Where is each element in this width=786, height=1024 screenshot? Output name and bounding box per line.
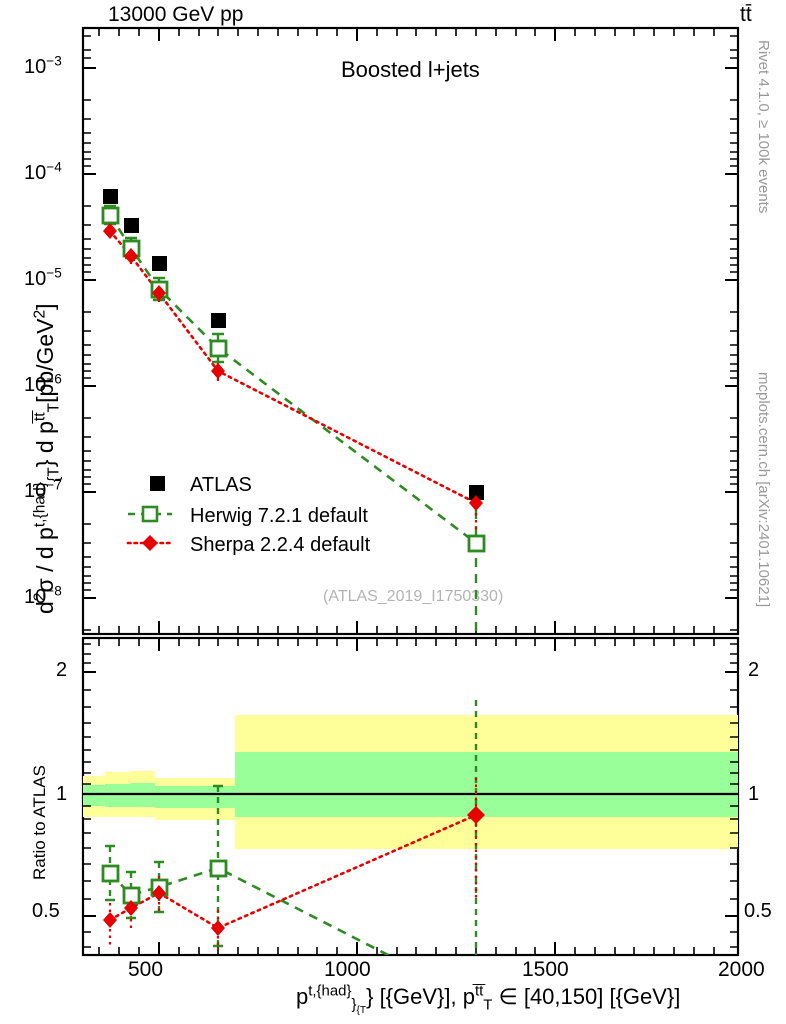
ytick-label: 10−8 [24,583,62,608]
band-inner [83,752,738,817]
ratio-errorbar-caps-herwig [105,784,223,948]
xaxis-label: pt,{had}}{T} [{GeV}], pt̅t̅T ∈ [40,150] … [296,982,681,1017]
ytick-label: 10−7 [24,477,62,502]
page-title: Boosted l+jets [341,57,480,82]
series-line-sherpa [108,229,478,505]
markers-sherpa [103,223,483,511]
ytick-label: 10−3 [24,53,62,78]
ytick-label: 10−6 [24,371,62,396]
main-xaxis-ticks [98,28,715,634]
analysis-id-watermark: (ATLAS_2019_I1750330) [323,588,504,605]
xaxis-label-text: pt,{had}}{T} [{GeV}], pt̅t̅T ∈ [40,150] … [296,982,681,1017]
legend-marker-herwig [128,505,172,523]
beam-energy-label: 13000 GeV pp [108,3,244,26]
ratio-ytick-label: 0.5 [32,900,60,922]
ratio-ytick-label-right: 2 [748,659,760,681]
legend-marker-sherpa [126,535,174,551]
ratio-yaxis-ticks [83,643,738,948]
process-label: tt̄ [740,3,752,26]
ratio-ytick-label-right: 0.5 [744,900,772,922]
xtick-label: 500 [128,958,164,981]
ratio-ytick-label: 2 [56,659,68,681]
ytick-label: 10−5 [24,265,62,290]
markers-atlas [103,189,484,500]
legend-label-sherpa: Sherpa 2.2.4 default [190,534,371,556]
legend-label-atlas: ATLAS [190,474,252,496]
legend-marker-atlas [150,476,165,491]
xtick-label: 2000 [718,958,765,981]
xtick-label: 1500 [522,958,569,981]
ratio-markers-sherpa [103,806,485,936]
uncertainty-bands [83,715,738,849]
main-panel-frame [81,26,740,636]
ratio-ytick-label: 1 [56,783,68,805]
xtick-label: 1000 [324,958,371,981]
legend-label-herwig: Herwig 7.2.1 default [190,505,368,527]
main-yaxis-ticks [83,35,738,631]
ratio-ytick-label-right: 1 [748,783,760,805]
ratio-xaxis-ticks [98,638,715,955]
ytick-label: 10−4 [24,159,62,184]
